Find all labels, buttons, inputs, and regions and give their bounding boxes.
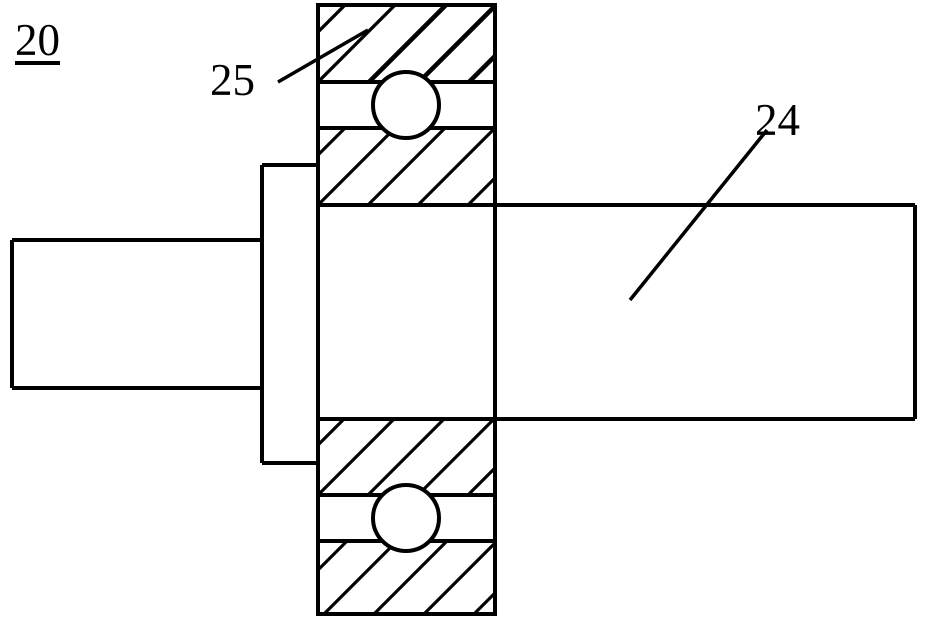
ball-top <box>373 72 439 138</box>
leader-24 <box>630 130 767 300</box>
label-shaft-24: 24 <box>755 98 800 143</box>
shaft-step <box>262 165 318 463</box>
label-bearing-25: 25 <box>210 58 255 103</box>
ball-bottom <box>373 485 439 551</box>
label-assembly-20: 20 <box>15 18 60 63</box>
shaft-left <box>12 240 262 388</box>
shaft-right <box>495 205 915 419</box>
diagram-svg <box>0 0 936 625</box>
bearing-assembly-figure: 20 25 24 <box>0 0 936 625</box>
